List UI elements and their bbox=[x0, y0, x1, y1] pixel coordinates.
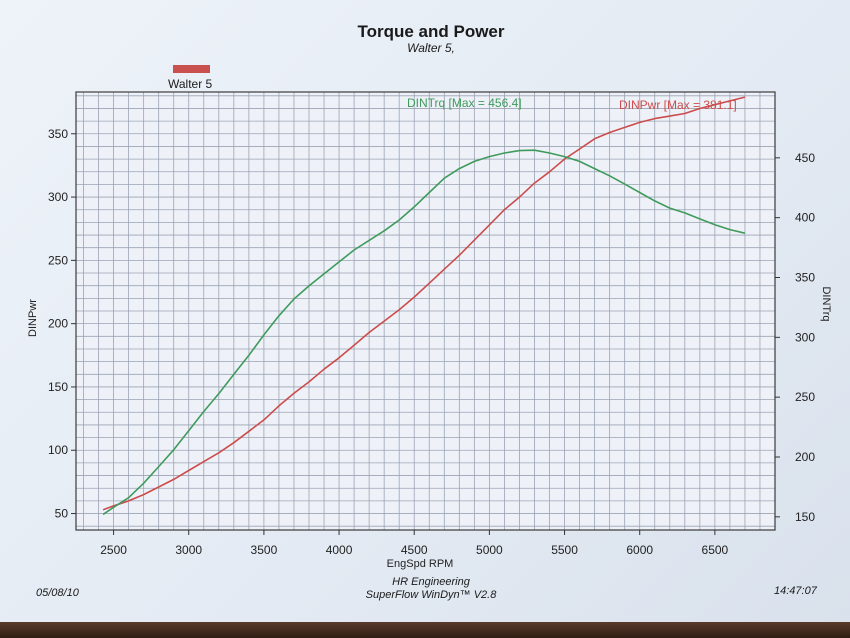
legend-label: Walter 5 bbox=[168, 77, 213, 91]
left-tick-label: 300 bbox=[48, 190, 68, 204]
right-tick-label: 200 bbox=[795, 450, 815, 464]
left-axis-label: DINPwr bbox=[27, 299, 39, 337]
right-tick-label: 400 bbox=[795, 211, 815, 225]
chart-subtitle: Walter 5, bbox=[407, 41, 455, 55]
right-tick-label: 300 bbox=[795, 330, 815, 344]
right-tick-label: 350 bbox=[795, 270, 815, 284]
dyno-chart: 50 100 150 200 250 300 350 150 200 250 300 350 400 45… bbox=[27, 91, 832, 570]
series-label-dinpwr: DINPwr [Max = 381.1] bbox=[619, 98, 737, 112]
footer-software: SuperFlow WinDyn™ V2.8 bbox=[365, 589, 497, 601]
left-tick-label: 50 bbox=[55, 507, 69, 521]
x-tick-label: 4500 bbox=[401, 543, 428, 557]
left-tick-label: 200 bbox=[48, 317, 68, 331]
legend-swatch bbox=[173, 65, 210, 73]
series-line-dinpwr bbox=[102, 96, 746, 511]
right-tick-label: 250 bbox=[795, 390, 815, 404]
right-tick-label: 150 bbox=[795, 510, 815, 524]
x-tick-label: 5000 bbox=[476, 543, 503, 557]
left-tick-label: 150 bbox=[48, 380, 68, 394]
x-tick-label: 3000 bbox=[175, 543, 202, 557]
background-surface bbox=[0, 622, 850, 638]
series-label-dintrq: DINTrq [Max = 456.4] bbox=[407, 96, 522, 110]
chart-title: Torque and Power bbox=[357, 22, 505, 41]
x-tick-label: 6500 bbox=[702, 543, 729, 557]
footer-company: HR Engineering bbox=[392, 576, 470, 588]
footer-time: 14:47:07 bbox=[774, 585, 817, 597]
plot-frame bbox=[75, 91, 776, 531]
footer-date: 05/08/10 bbox=[36, 587, 79, 599]
x-tick-label: 6000 bbox=[626, 543, 653, 557]
left-tick-label: 100 bbox=[48, 443, 68, 457]
right-axis-label: DINTrq bbox=[820, 286, 832, 321]
x-tick-label: 4000 bbox=[326, 543, 353, 557]
x-tick-label: 5500 bbox=[551, 543, 578, 557]
x-axis-label: EngSpd RPM bbox=[387, 558, 454, 570]
series-line-dintrq bbox=[102, 149, 746, 516]
x-tick-label: 2500 bbox=[100, 543, 127, 557]
right-tick-label: 450 bbox=[795, 151, 815, 165]
left-tick-label: 350 bbox=[48, 127, 68, 141]
left-tick-label: 250 bbox=[48, 253, 68, 267]
x-tick-label: 3500 bbox=[251, 543, 278, 557]
